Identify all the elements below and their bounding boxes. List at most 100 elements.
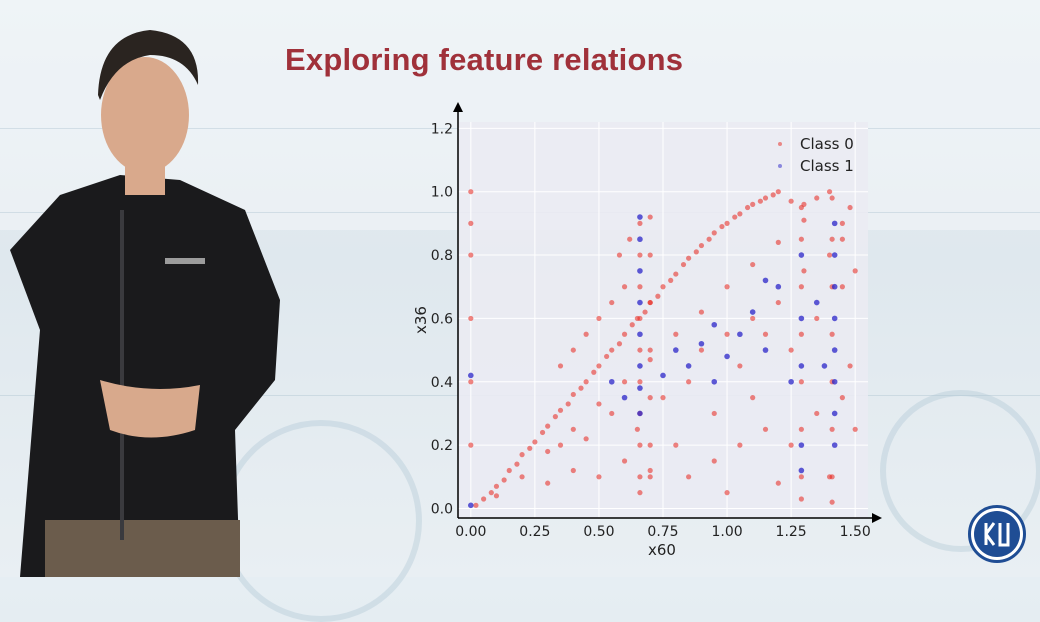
class0-point (583, 436, 589, 442)
class0-point (655, 293, 661, 299)
class0-point (637, 474, 643, 480)
y-tick-labels: 0.0 0.2 0.4 0.6 0.8 1.0 1.2 (431, 121, 453, 517)
class1-point (711, 321, 718, 328)
class1-point (608, 378, 615, 385)
class0-point (847, 363, 853, 369)
slide-title: Exploring feature relations (285, 42, 684, 77)
class0-point (493, 493, 500, 499)
class1-point (660, 372, 666, 379)
class1-point (775, 283, 782, 290)
legend-marker-class1 (778, 164, 782, 168)
logo-emblem (974, 511, 1020, 557)
class0-point (775, 299, 781, 306)
class0-point (637, 490, 643, 496)
class0-point (737, 442, 743, 448)
class0-point (468, 315, 474, 322)
class0-point (826, 189, 833, 195)
class0-point (788, 198, 794, 204)
class0-point (693, 249, 699, 255)
class0-point (680, 261, 687, 268)
class1-point (637, 236, 643, 243)
class0-point (847, 204, 853, 211)
chart-legend: Class 0 Class 1 (778, 135, 854, 175)
class1-point (798, 363, 805, 369)
class0-point (829, 426, 835, 432)
class1-point (831, 283, 838, 290)
class0-point (660, 284, 666, 290)
class0-point (798, 284, 804, 290)
x-tick-label: 1.50 (840, 524, 871, 540)
x-tick-label: 0.50 (583, 524, 614, 540)
class1-point (685, 363, 692, 369)
class0-point (798, 474, 804, 480)
class0-point (527, 445, 533, 451)
y-tick-label: 0.2 (431, 438, 453, 454)
class1-point (698, 340, 705, 347)
y-tick-label: 0.8 (431, 248, 453, 264)
y-tick-label: 0.0 (431, 501, 453, 517)
class1-point (798, 442, 805, 448)
class0-point (801, 268, 807, 274)
class0-point (724, 331, 730, 337)
class0-point (829, 331, 835, 337)
class0-point (468, 252, 474, 258)
class0-point (829, 195, 835, 201)
class1-point (737, 331, 743, 338)
class0-point (570, 426, 576, 432)
class0-point (488, 490, 494, 496)
class0-point (637, 347, 643, 353)
class0-point (801, 217, 807, 223)
class1-point (831, 315, 838, 322)
class0-point (539, 429, 546, 436)
class0-point (737, 363, 743, 369)
class0-point (839, 236, 845, 242)
class0-point (570, 347, 576, 353)
class0-point (596, 401, 602, 407)
class1-point (788, 378, 794, 385)
class0-point (762, 195, 769, 201)
class0-point (798, 426, 804, 432)
class0-point (647, 467, 653, 474)
class0-point (673, 442, 679, 448)
class0-point (750, 261, 756, 268)
class0-point (557, 363, 564, 369)
class0-point (775, 239, 781, 245)
class0-point (668, 277, 674, 283)
class0-point (814, 195, 820, 201)
class1-point (724, 353, 730, 360)
legend-label-class0: Class 0 (800, 135, 854, 153)
class0-point (468, 442, 474, 448)
class0-point (750, 395, 756, 401)
y-axis-label: x36 (412, 306, 430, 334)
class0-point (514, 461, 520, 467)
x-axis-label: x60 (648, 541, 676, 559)
class1-point (821, 363, 828, 369)
class1-point (831, 252, 838, 258)
class0-point (724, 284, 730, 290)
class0-point (711, 410, 717, 417)
class0-point (647, 357, 653, 363)
class1-point (673, 347, 679, 353)
y-tick-label: 1.2 (431, 121, 453, 137)
class0-point (557, 442, 564, 448)
class0-point (627, 236, 633, 242)
class0-point (637, 220, 643, 226)
class0-point (798, 379, 804, 385)
class0-point (647, 299, 653, 306)
class1-point (798, 315, 805, 322)
class0-point (591, 369, 597, 375)
class0-point (493, 483, 500, 489)
class0-point (637, 252, 643, 258)
class0-point (468, 379, 474, 385)
class0-point (814, 315, 820, 322)
class0-point (545, 448, 551, 455)
class0-point (775, 480, 781, 486)
class0-point (724, 220, 730, 226)
class0-point (829, 236, 835, 242)
x-tick-label: 1.00 (711, 524, 742, 540)
class0-point (673, 271, 679, 277)
class0-point (826, 252, 833, 258)
chart-points (468, 189, 858, 509)
class0-point (637, 442, 643, 448)
class0-point (596, 315, 602, 322)
